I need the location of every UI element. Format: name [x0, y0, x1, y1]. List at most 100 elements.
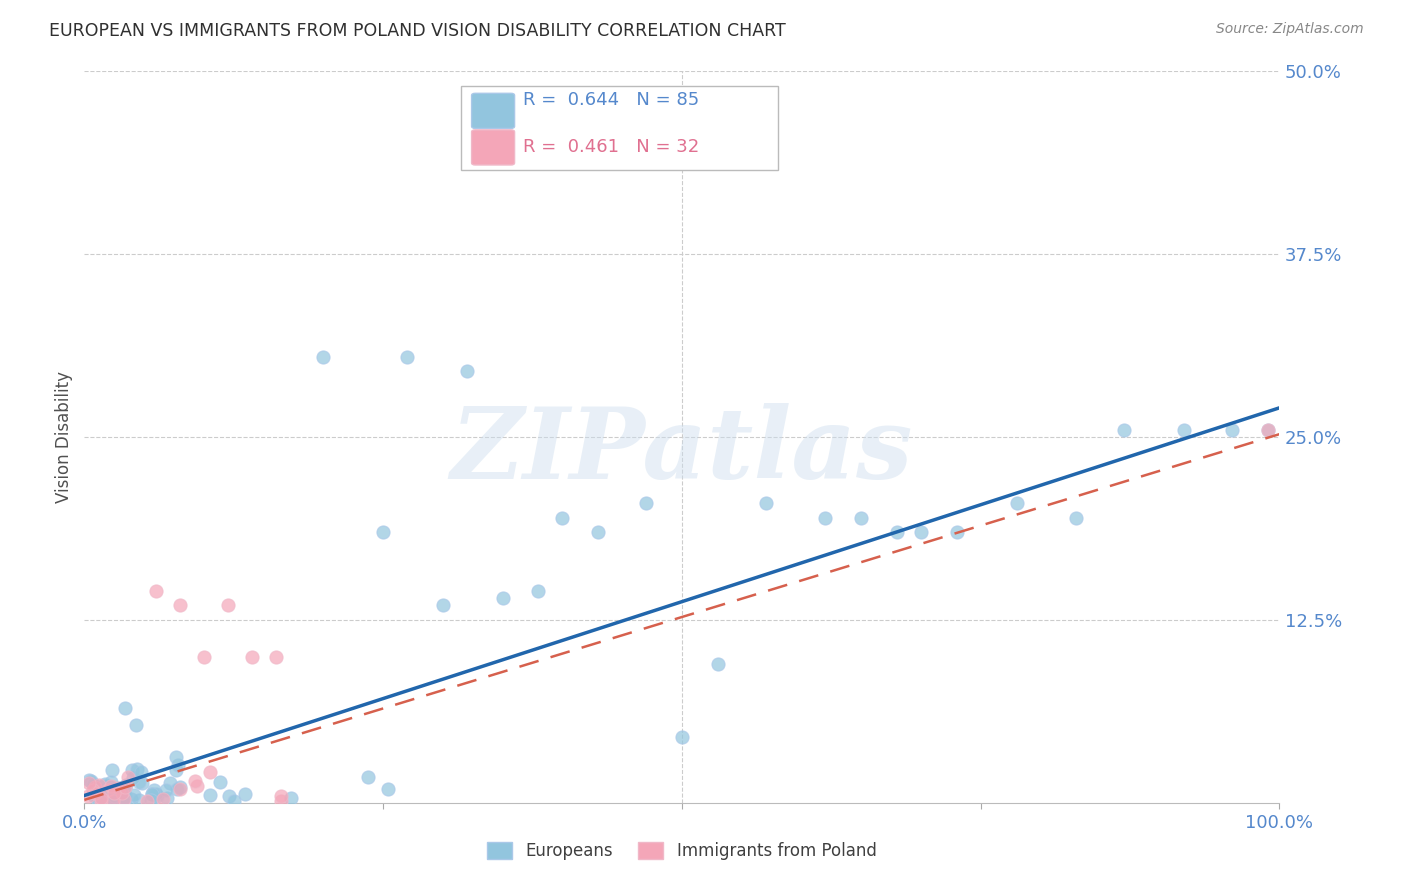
- Point: [87, 778, 110, 792]
- Point: [120, 792, 142, 806]
- Point: [551, 510, 574, 524]
- Text: R =  0.644   N = 85: R = 0.644 N = 85: [523, 91, 699, 109]
- Point: [671, 730, 693, 744]
- Point: [114, 780, 136, 794]
- Point: [396, 350, 419, 364]
- Point: [755, 496, 778, 510]
- Point: [1173, 423, 1195, 437]
- Point: [707, 657, 730, 671]
- Point: [100, 779, 122, 793]
- Point: [357, 771, 380, 785]
- Point: [122, 771, 145, 785]
- Point: [100, 794, 122, 808]
- Point: [112, 794, 135, 808]
- Point: [145, 787, 167, 801]
- Point: [124, 717, 146, 731]
- Point: [270, 789, 292, 803]
- Point: [124, 789, 146, 803]
- Point: [145, 583, 167, 598]
- Point: [108, 781, 131, 796]
- Point: [1257, 423, 1279, 437]
- Point: [209, 775, 232, 789]
- Text: EUROPEAN VS IMMIGRANTS FROM POLAND VISION DISABILITY CORRELATION CHART: EUROPEAN VS IMMIGRANTS FROM POLAND VISIO…: [49, 22, 786, 40]
- Point: [198, 765, 221, 780]
- Point: [1257, 423, 1279, 437]
- Point: [169, 780, 191, 794]
- Point: [492, 591, 515, 605]
- Point: [103, 794, 125, 808]
- Point: [82, 783, 104, 797]
- Point: [83, 789, 105, 804]
- Y-axis label: Vision Disability: Vision Disability: [55, 371, 73, 503]
- Point: [198, 788, 221, 802]
- Point: [165, 750, 187, 764]
- Point: [100, 775, 122, 789]
- Point: [1005, 496, 1028, 510]
- Point: [159, 776, 181, 790]
- Point: [111, 786, 134, 800]
- Point: [1066, 510, 1088, 524]
- Point: [143, 783, 166, 797]
- Point: [97, 780, 120, 795]
- Point: [373, 525, 395, 540]
- Point: [114, 788, 136, 802]
- Point: [111, 793, 134, 807]
- Point: [82, 776, 104, 790]
- Point: [101, 794, 124, 808]
- Point: [136, 794, 159, 808]
- Point: [169, 599, 191, 613]
- Point: [166, 781, 188, 796]
- Point: [636, 496, 658, 510]
- Point: [80, 774, 103, 789]
- Point: [112, 792, 135, 806]
- Point: [165, 764, 187, 778]
- Point: [112, 780, 135, 794]
- Legend: Europeans, Immigrants from Poland: Europeans, Immigrants from Poland: [488, 842, 876, 860]
- Point: [312, 350, 335, 364]
- Point: [91, 779, 114, 793]
- Point: [139, 792, 162, 806]
- Point: [77, 776, 100, 790]
- Point: [946, 525, 969, 540]
- Text: R =  0.461   N = 32: R = 0.461 N = 32: [523, 138, 699, 156]
- Point: [233, 787, 256, 801]
- Point: [129, 764, 152, 779]
- Point: [240, 649, 263, 664]
- Point: [217, 599, 239, 613]
- Point: [110, 794, 132, 808]
- Point: [588, 525, 610, 540]
- Point: [112, 780, 135, 795]
- Point: [105, 788, 128, 802]
- Point: [114, 779, 136, 793]
- Point: [527, 583, 550, 598]
- Point: [84, 780, 107, 794]
- Point: [84, 786, 107, 800]
- Point: [814, 510, 837, 524]
- Point: [145, 789, 167, 803]
- Point: [155, 782, 177, 797]
- Text: Source: ZipAtlas.com: Source: ZipAtlas.com: [1216, 22, 1364, 37]
- Point: [186, 780, 208, 794]
- Point: [128, 793, 150, 807]
- Point: [98, 789, 121, 804]
- Point: [103, 789, 125, 803]
- Point: [169, 781, 191, 796]
- FancyBboxPatch shape: [461, 86, 778, 170]
- Point: [886, 525, 908, 540]
- Point: [97, 783, 120, 797]
- Point: [1114, 423, 1136, 437]
- Point: [90, 791, 112, 805]
- FancyBboxPatch shape: [471, 130, 515, 165]
- Point: [377, 781, 399, 796]
- Point: [167, 757, 190, 772]
- Point: [90, 794, 112, 808]
- Point: [87, 781, 110, 796]
- Point: [77, 789, 100, 803]
- Point: [141, 787, 163, 801]
- Point: [280, 791, 302, 805]
- FancyBboxPatch shape: [471, 94, 515, 128]
- Point: [156, 791, 179, 805]
- Point: [94, 777, 117, 791]
- Point: [98, 781, 121, 796]
- Point: [128, 775, 150, 789]
